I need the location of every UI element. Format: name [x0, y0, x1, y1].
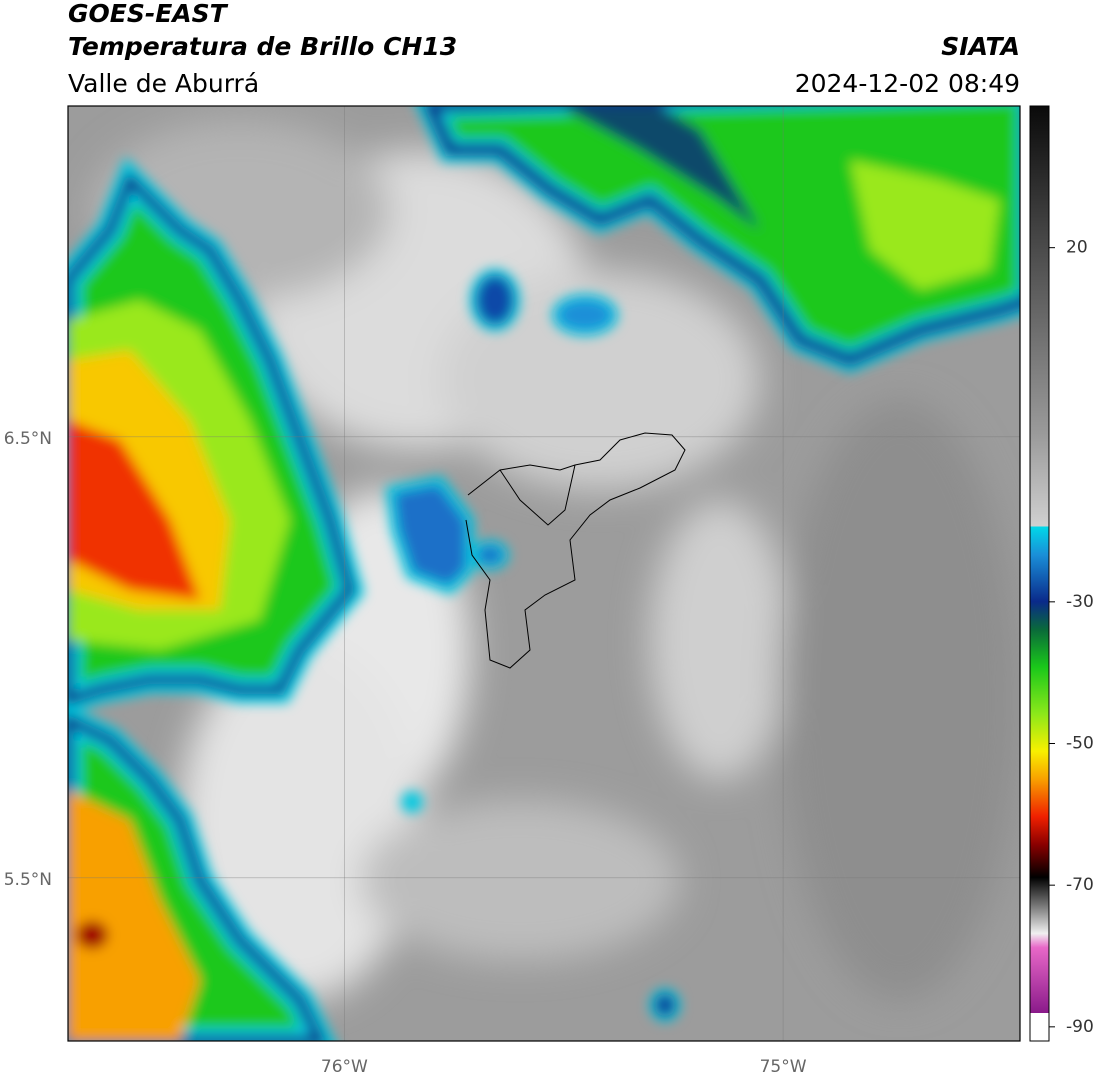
satellite-image: [68, 106, 1020, 1041]
cloud-edge: [68, 714, 326, 1041]
colorbar-tick-label: -70: [1066, 875, 1094, 895]
cloud-core: [76, 921, 108, 949]
cloud-core: [560, 106, 760, 230]
colorbar-tick-label: -50: [1066, 734, 1094, 754]
colorbar-tick-label: 20: [1066, 238, 1088, 258]
colorbar-tick-label: -90: [1066, 1017, 1094, 1037]
cloud-core: [850, 160, 1000, 290]
cloud-edge: [423, 106, 1020, 367]
colorbar-tick-label: -30: [1066, 592, 1094, 612]
cloud: [180, 640, 420, 1000]
municipal-boundaries: [499, 464, 576, 526]
y-tick-label: 6.5°N: [4, 429, 52, 449]
region: Valle de Aburrá: [68, 69, 259, 98]
colorbar: [1029, 105, 1050, 1042]
x-tick-label: 75°W: [760, 1057, 807, 1077]
cloud-cell: [470, 269, 520, 331]
y-tick-label: 5.5°N: [4, 870, 52, 890]
map-frame: [67, 105, 1021, 1042]
cloud: [440, 270, 760, 490]
cloud-edge: [68, 171, 356, 706]
x-tick-label: 76°W: [321, 1057, 368, 1077]
cloud-core: [68, 420, 200, 600]
datetime: 2024-12-02 08:49: [795, 69, 1020, 98]
cloud-cell: [385, 475, 474, 595]
cloud-cell: [471, 540, 509, 570]
cloud: [780, 400, 1020, 1000]
cold-tops: [68, 106, 1020, 1041]
cloud-cell: [649, 988, 681, 1022]
title: GOES-EAST: [68, 0, 229, 28]
cloud-cell: [401, 791, 423, 813]
cloud: [650, 500, 790, 780]
ticks: 76°W 75°W 5.5°N 6.5°N 20 -30 -50 -70 -90: [4, 238, 1094, 1077]
source: SIATA: [941, 32, 1020, 61]
cloud-core: [68, 790, 200, 1041]
subtitle: Temperatura de Brillo CH13: [68, 32, 457, 61]
cloud: [360, 800, 680, 960]
cloud-cell: [552, 294, 618, 336]
graticule: [68, 106, 1020, 1041]
